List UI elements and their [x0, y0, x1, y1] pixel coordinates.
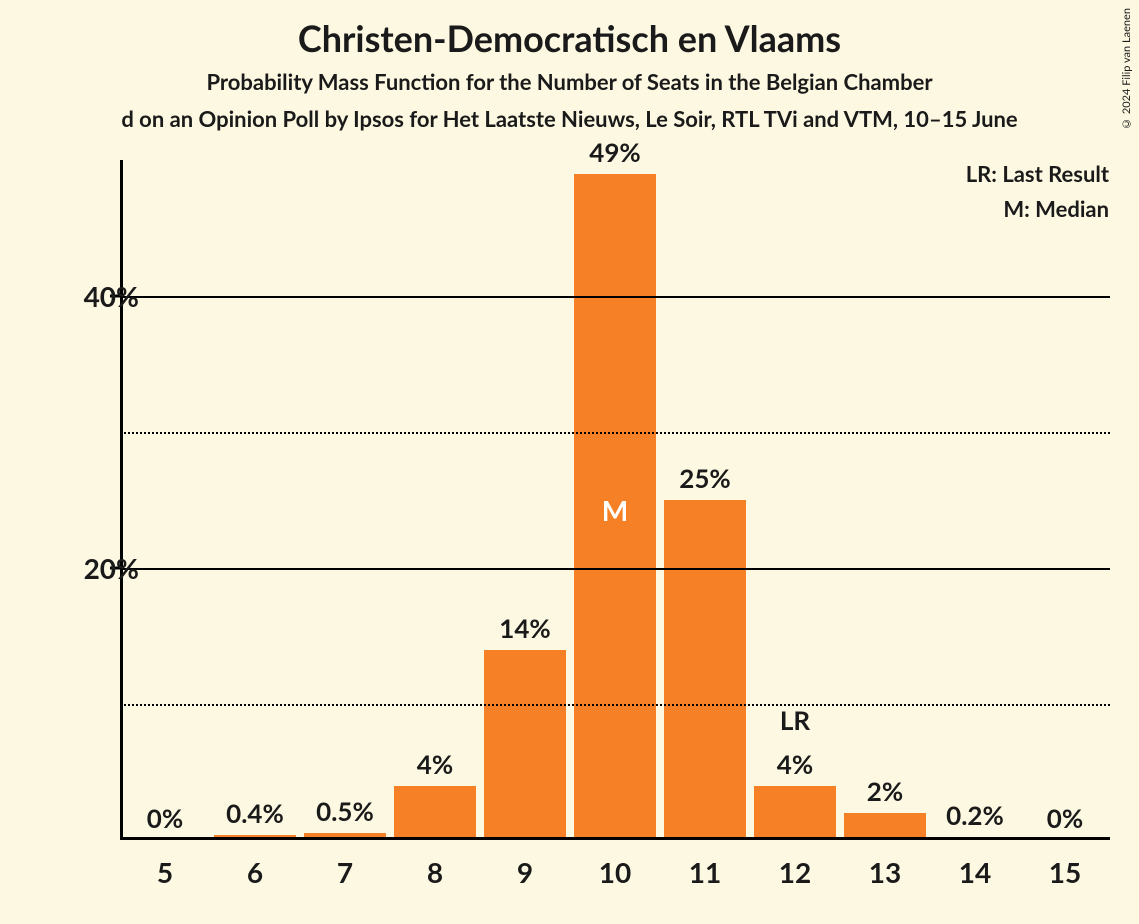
bar-value-label: 0.4%: [226, 797, 284, 829]
bar: [484, 650, 567, 840]
bar: [844, 813, 927, 840]
gridline: [120, 296, 1110, 298]
bar-group: 4% LR: [754, 160, 837, 840]
x-tick-label: 10: [599, 855, 631, 889]
bar: [394, 786, 477, 840]
y-axis: [120, 160, 123, 840]
gridline: [120, 704, 1110, 706]
bar-value-label: 4%: [417, 748, 453, 780]
x-tick-label: 15: [1049, 855, 1081, 889]
bar-value-label: 14%: [499, 612, 550, 644]
bar-value-label: 25%: [679, 462, 730, 494]
bar: [754, 786, 837, 840]
bar-group: 0.5%: [304, 160, 387, 840]
bar-group: 0.4%: [214, 160, 297, 840]
lr-label: LR: [780, 704, 810, 736]
x-tick-label: 9: [517, 855, 533, 889]
y-tick-label: 40%: [49, 279, 139, 313]
x-tick-label: 5: [157, 855, 173, 889]
titles: Christen-Democratisch en Vlaams Probabil…: [0, 16, 1139, 132]
bar-group: 0%: [124, 160, 207, 840]
bar-value-label: 0.5%: [316, 795, 374, 827]
chart-subtitle-2: d on an Opinion Poll by Ipsos for Het La…: [0, 105, 1139, 132]
bar-value-label: 49%: [589, 136, 640, 168]
bar-group: 0.2%: [934, 160, 1017, 840]
bar-value-label: 2%: [867, 775, 903, 807]
bar-group: 4%: [394, 160, 477, 840]
gridline: [120, 568, 1110, 570]
x-tick-label: 14: [959, 855, 991, 889]
gridline: [120, 432, 1110, 434]
bar-group: 49%M: [574, 160, 657, 840]
bar-group: 25%: [664, 160, 747, 840]
bar-value-label: 0%: [1047, 802, 1083, 834]
bar: [664, 500, 747, 840]
bar-group: 14%: [484, 160, 567, 840]
bars-container: 0% 0.4% 0.5% 4% 14% 49%M 25% 4% LR 2% 0.2% 0%: [120, 160, 1110, 840]
x-tick-label: 7: [337, 855, 353, 889]
x-tick-label: 8: [427, 855, 443, 889]
y-tick-label: 20%: [49, 551, 139, 585]
x-tick-label: 13: [869, 855, 901, 889]
chart-title: Christen-Democratisch en Vlaams: [0, 16, 1139, 60]
x-tick-label: 11: [689, 855, 721, 889]
bar-value-label: 0.2%: [946, 799, 1004, 831]
bar-value-label: 4%: [777, 748, 813, 780]
x-axis: [120, 837, 1110, 840]
x-tick-label: 12: [779, 855, 811, 889]
bar-group: 2%: [844, 160, 927, 840]
bar-value-label: 0%: [147, 802, 183, 834]
bar-group: 0%: [1024, 160, 1107, 840]
plot-area: 0%0.4%0.5%4%14%49%M25%4%LR2%0.2%0% 56789…: [120, 160, 1110, 840]
median-label: M: [602, 493, 628, 527]
chart-subtitle-1: Probability Mass Function for the Number…: [0, 68, 1139, 95]
x-tick-label: 6: [247, 855, 263, 889]
